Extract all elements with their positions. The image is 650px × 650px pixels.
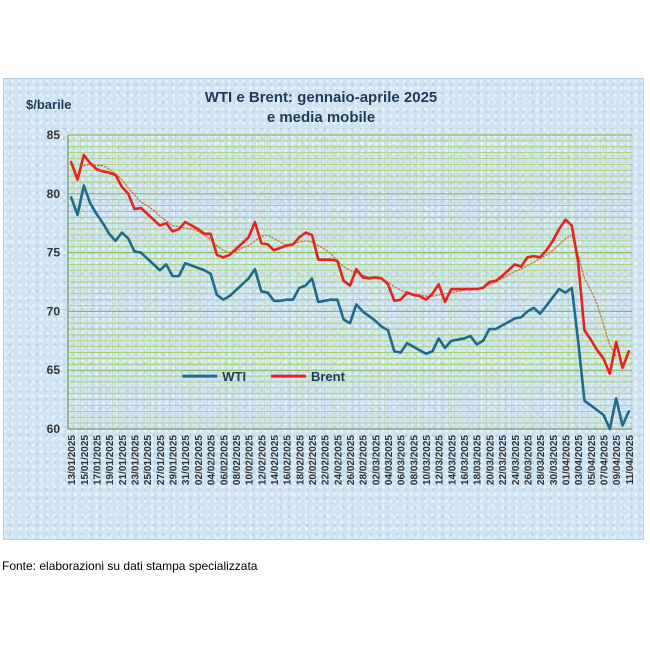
x-tick-label: 26/03/2025: [523, 435, 534, 485]
y-tick-label: 85: [47, 128, 61, 142]
legend-label-brent: Brent: [311, 369, 346, 384]
x-tick-label: 13/01/2025: [67, 435, 78, 485]
gridlines: [67, 134, 633, 430]
series-line-media-mobile: [83, 163, 617, 357]
chart-subtitle: e media mobile: [267, 109, 375, 126]
x-tick-label: 24/02/2025: [333, 435, 344, 485]
x-tick-label: 27/01/2025: [156, 435, 167, 485]
x-tick-label: 08/03/2025: [409, 435, 420, 485]
series-lines: [69, 153, 631, 431]
x-tick-label: 18/03/2025: [473, 435, 484, 485]
x-tick-label: 02/03/2025: [371, 435, 382, 485]
series-line-brent: [69, 153, 631, 376]
x-tick-label: 18/02/2025: [295, 435, 306, 485]
x-tick-label: 12/02/2025: [257, 435, 268, 485]
x-tick-label: 10/02/2025: [245, 435, 256, 485]
x-tick-label: 28/02/2025: [359, 435, 370, 485]
x-tick-label: 17/01/2025: [93, 435, 104, 485]
x-tick-label: 14/02/2025: [270, 435, 281, 485]
x-tick-label: 09/04/2025: [612, 435, 623, 485]
chart-title: WTI e Brent: gennaio-aprile 2025: [205, 89, 438, 106]
x-tick-label: 03/04/2025: [574, 435, 585, 485]
y-tick-label: 65: [47, 363, 61, 377]
x-tick-label: 29/01/2025: [169, 435, 180, 485]
y-tick-label: 75: [47, 246, 61, 260]
legend: WTI Brent: [182, 369, 346, 384]
x-tick-label: 15/01/2025: [80, 435, 91, 485]
x-tick-label: 07/04/2025: [599, 435, 610, 485]
x-tick-label: 05/04/2025: [587, 435, 598, 485]
x-tick-label: 19/01/2025: [105, 435, 116, 485]
y-tick-label: 60: [47, 422, 61, 436]
x-tick-label: 10/03/2025: [422, 435, 433, 485]
x-tick-label: 06/03/2025: [397, 435, 408, 485]
x-tick-label: 08/02/2025: [232, 435, 243, 485]
x-tick-label: 02/02/2025: [194, 435, 205, 485]
y-axis-label: $/barile: [26, 97, 72, 112]
x-tick-label: 16/02/2025: [283, 435, 294, 485]
x-tick-label: 06/02/2025: [219, 435, 230, 485]
x-axis-ticks: 13/01/2025 15/01/2025 17/01/2025 19/01/2025…: [67, 435, 636, 485]
x-tick-label: 30/03/2025: [549, 435, 560, 485]
x-tick-label: 21/01/2025: [118, 435, 129, 485]
line-chart: WTI e Brent: gennaio-aprile 2025 e media…: [26, 89, 636, 485]
x-tick-label: 28/03/2025: [536, 435, 547, 485]
source-note: Fonte: elaborazioni su dati stampa speci…: [2, 559, 258, 573]
y-tick-label: 80: [47, 187, 61, 201]
x-tick-label: 04/03/2025: [384, 435, 395, 485]
x-tick-label: 25/01/2025: [143, 435, 154, 485]
x-tick-label: 22/02/2025: [321, 435, 332, 485]
series-line-wti: [69, 184, 631, 431]
chart-frame: WTI e Brent: gennaio-aprile 2025 e media…: [3, 78, 644, 540]
x-tick-label: 11/04/2025: [625, 435, 636, 485]
x-tick-label: 20/03/2025: [485, 435, 496, 485]
x-tick-label: 16/03/2025: [460, 435, 471, 485]
x-tick-label: 26/02/2025: [346, 435, 357, 485]
y-tick-label: 70: [47, 304, 61, 318]
x-tick-label: 14/03/2025: [447, 435, 458, 485]
x-tick-label: 31/01/2025: [181, 435, 192, 485]
x-tick-label: 20/02/2025: [308, 435, 319, 485]
x-tick-label: 04/02/2025: [207, 435, 218, 485]
x-tick-label: 23/01/2025: [131, 435, 142, 485]
y-axis-ticks: 60 65 70 75 80 85: [47, 128, 61, 436]
x-tick-label: 01/04/2025: [561, 435, 572, 485]
x-tick-label: 24/03/2025: [511, 435, 522, 485]
x-tick-label: 12/03/2025: [435, 435, 446, 485]
legend-label-wti: WTI: [222, 369, 246, 384]
x-tick-label: 22/03/2025: [498, 435, 509, 485]
